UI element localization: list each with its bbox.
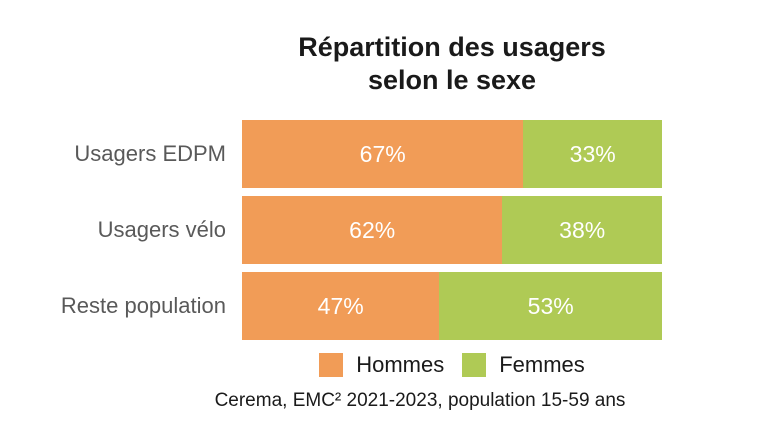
- chart-title: Répartition des usagers selon le sexe: [232, 31, 672, 97]
- bar-segment-femmes: 53%: [439, 272, 662, 340]
- bar-track: 62% 38%: [242, 196, 662, 264]
- bar-track: 67% 33%: [242, 120, 662, 188]
- bar-segment-hommes: 47%: [242, 272, 440, 340]
- bar-value-label: 33%: [569, 140, 616, 167]
- bar-value-label: 38%: [559, 216, 606, 243]
- category-label: Usagers vélo: [97, 217, 226, 242]
- chart-title-line1: Répartition des usagers: [298, 32, 606, 62]
- legend-item-femmes: Femmes: [462, 352, 585, 378]
- hommes-swatch-icon: [319, 353, 344, 377]
- femmes-swatch-icon: [462, 353, 487, 377]
- bar-row-usagers-velo: Usagers vélo 62% 38%: [0, 196, 768, 264]
- bar-segment-femmes: 38%: [502, 196, 662, 264]
- source-note: Cerema, EMC² 2021-2023, population 15-59…: [214, 390, 626, 411]
- legend: Hommes Femmes: [242, 351, 662, 379]
- bar-track: 47% 53%: [242, 272, 662, 340]
- bar-value-label: 67%: [359, 140, 406, 167]
- category-label: Reste population: [60, 293, 226, 318]
- bar-row-usagers-edpm: Usagers EDPM 67% 33%: [0, 120, 768, 188]
- chart-title-line2: selon le sexe: [367, 65, 537, 95]
- legend-label: Hommes: [356, 352, 445, 377]
- category-label: Usagers EDPM: [74, 141, 226, 166]
- bar-value-label: 53%: [527, 292, 574, 319]
- bar-value-label: 47%: [317, 292, 364, 319]
- bar-segment-hommes: 62%: [242, 196, 503, 264]
- bar-row-reste-population: Reste population 47% 53%: [0, 272, 768, 340]
- bar-value-label: 62%: [349, 216, 396, 243]
- legend-label: Femmes: [499, 352, 585, 377]
- bar-segment-femmes: 33%: [523, 120, 662, 188]
- bar-segment-hommes: 67%: [242, 120, 524, 188]
- legend-item-hommes: Hommes: [319, 352, 444, 378]
